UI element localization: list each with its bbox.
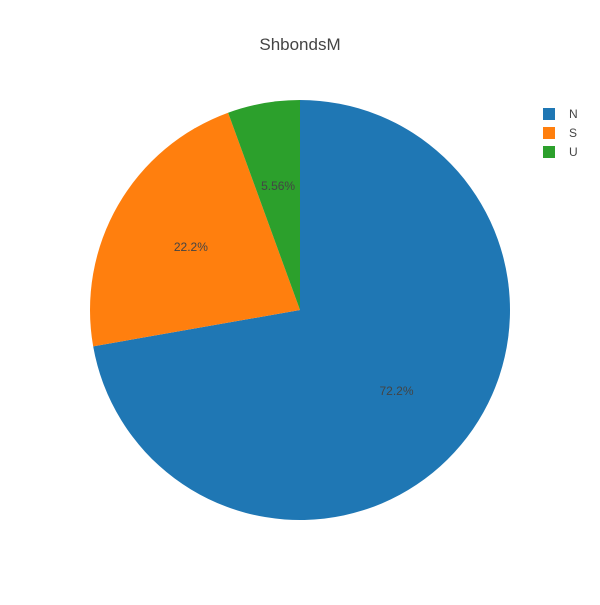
slice-label-u: 5.56% — [261, 179, 295, 193]
legend-item-n[interactable]: N — [543, 107, 578, 121]
pie-slice-s[interactable] — [90, 112, 301, 347]
slice-label-s: 22.2% — [174, 240, 208, 254]
legend-item-u[interactable]: U — [543, 145, 578, 159]
chart-title: ShbondsM — [259, 35, 340, 54]
pie-slice-n[interactable] — [93, 100, 510, 521]
legend: NSU — [543, 107, 578, 159]
pie-slice-labels: 72.2% 22.2% 5.56% — [174, 179, 414, 398]
legend-label-n: N — [569, 107, 578, 121]
legend-swatch-u — [543, 146, 555, 158]
legend-label-s: S — [569, 126, 577, 140]
pie-slices — [90, 100, 510, 521]
legend-item-s[interactable]: S — [543, 126, 577, 140]
legend-label-u: U — [569, 145, 578, 159]
pie-slice-u[interactable] — [228, 100, 300, 310]
legend-swatch-n — [543, 108, 555, 120]
legend-swatch-s — [543, 127, 555, 139]
slice-label-n: 72.2% — [379, 384, 413, 398]
